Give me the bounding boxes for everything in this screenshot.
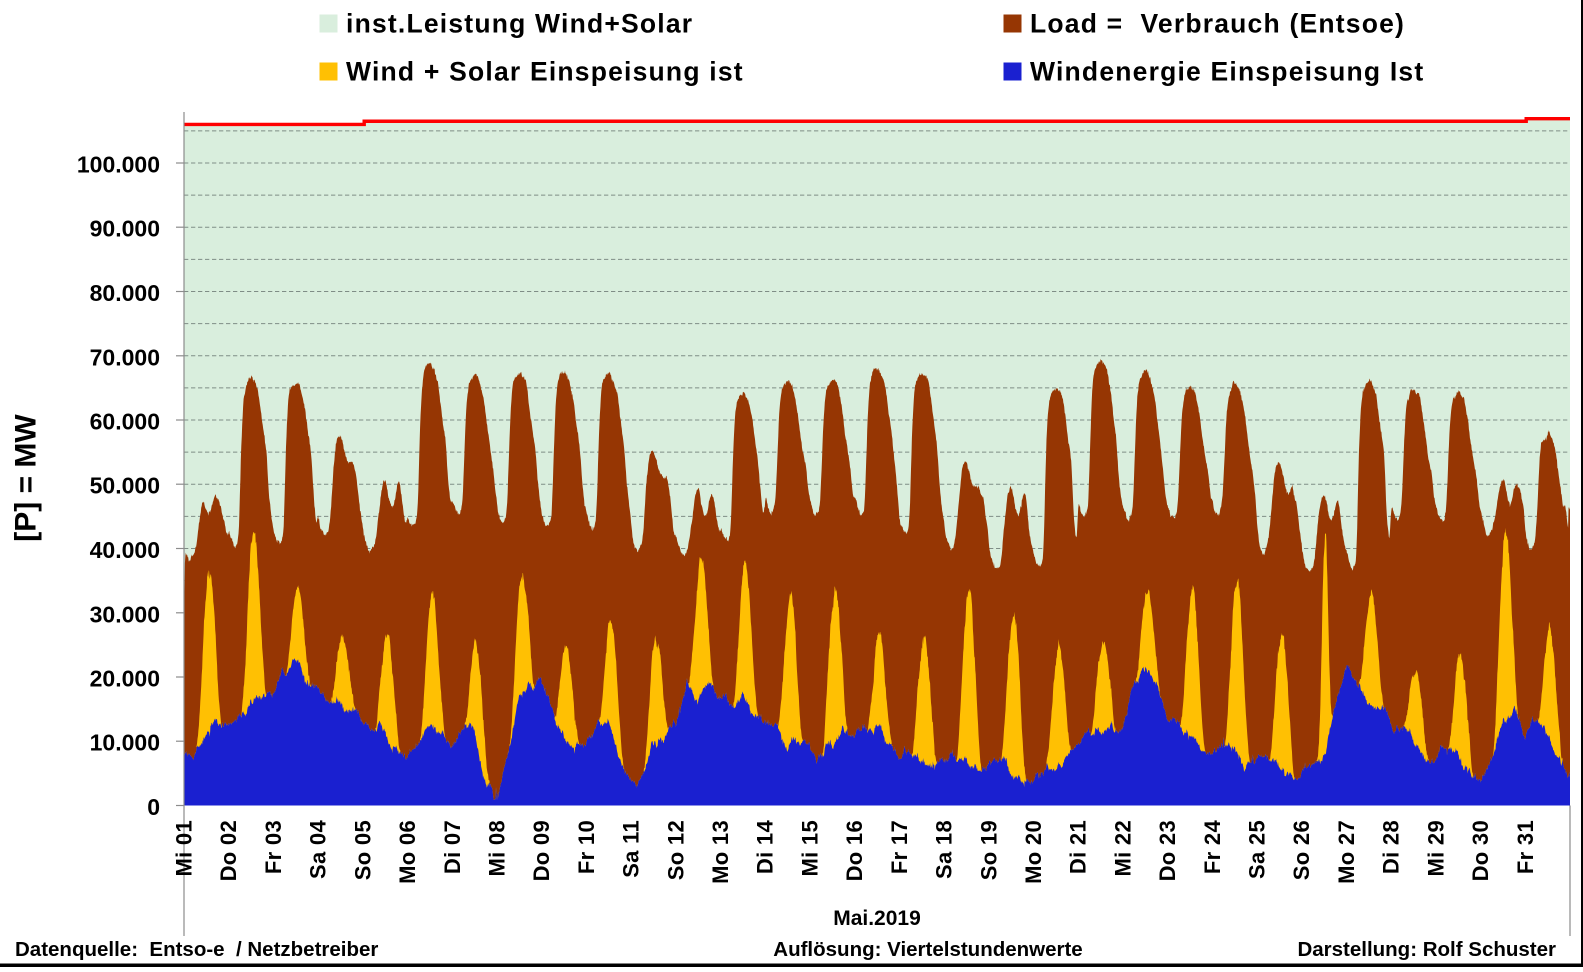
svg-text:[P] = MW: [P] = MW: [10, 414, 43, 542]
svg-text:So 05: So 05: [350, 820, 375, 880]
svg-text:Di 07: Di 07: [440, 820, 465, 874]
svg-text:Mi 15: Mi 15: [797, 820, 822, 877]
svg-text:Sa 04: Sa 04: [306, 820, 331, 879]
svg-text:Di 21: Di 21: [1066, 820, 1091, 874]
svg-text:Do 30: Do 30: [1468, 820, 1493, 881]
svg-text:Mo 20: Mo 20: [1021, 820, 1046, 884]
svg-text:Do 02: Do 02: [216, 820, 241, 881]
svg-text:70.000: 70.000: [90, 344, 160, 370]
svg-text:Fr 31: Fr 31: [1513, 820, 1538, 874]
svg-text:90.000: 90.000: [90, 216, 160, 242]
svg-text:50.000: 50.000: [90, 473, 160, 499]
svg-text:So 19: So 19: [976, 820, 1001, 880]
svg-text:40.000: 40.000: [90, 537, 160, 563]
svg-text:Mi 22: Mi 22: [1110, 820, 1135, 877]
svg-text:Wind + Solar Einspeisung ist: Wind + Solar Einspeisung ist: [346, 57, 744, 87]
svg-text:0: 0: [147, 794, 160, 820]
svg-text:So 12: So 12: [663, 820, 688, 880]
svg-text:60.000: 60.000: [90, 409, 160, 435]
svg-text:Mi 01: Mi 01: [172, 820, 197, 877]
svg-text:Do 23: Do 23: [1155, 820, 1180, 881]
svg-text:Windenergie Einspeisung Ist: Windenergie Einspeisung Ist: [1030, 57, 1424, 87]
svg-text:10.000: 10.000: [90, 730, 160, 756]
svg-text:Sa 11: Sa 11: [619, 820, 644, 878]
svg-text:Fr 17: Fr 17: [887, 820, 912, 874]
svg-text:20.000: 20.000: [90, 666, 160, 692]
svg-text:Datenquelle: Entso-e / Netzb: Datenquelle: Entso-e / Netzbetreiber: [15, 938, 378, 961]
svg-text:Auflösung: Viertelstundenwerte: Auflösung: Viertelstundenwerte: [773, 938, 1082, 961]
svg-text:Di 14: Di 14: [753, 820, 778, 875]
svg-text:Sa 25: Sa 25: [1245, 820, 1270, 879]
svg-text:Mai.2019: Mai.2019: [833, 907, 921, 930]
svg-text:Mo 13: Mo 13: [708, 820, 733, 884]
svg-text:30.000: 30.000: [90, 601, 160, 627]
svg-text:Fr 24: Fr 24: [1200, 820, 1225, 875]
svg-text:Do 16: Do 16: [842, 820, 867, 881]
svg-text:Fr 03: Fr 03: [261, 820, 286, 874]
svg-text:Sa 18: Sa 18: [932, 820, 957, 879]
svg-text:Mo 27: Mo 27: [1334, 820, 1359, 884]
svg-text:Load = Verbrauch (Entsoe): Load = Verbrauch (Entsoe): [1030, 9, 1405, 39]
svg-text:Mi 29: Mi 29: [1423, 820, 1448, 877]
svg-text:100.000: 100.000: [77, 152, 160, 178]
svg-text:Mo 06: Mo 06: [395, 820, 420, 884]
svg-text:Darstellung: Rolf Schuster: Darstellung: Rolf Schuster: [1297, 938, 1556, 961]
svg-text:So 26: So 26: [1289, 820, 1314, 880]
svg-text:inst.Leistung Wind+Solar: inst.Leistung Wind+Solar: [346, 9, 693, 39]
svg-text:Fr 10: Fr 10: [574, 820, 599, 874]
svg-text:Di 28: Di 28: [1379, 820, 1404, 874]
svg-text:80.000: 80.000: [90, 280, 160, 306]
svg-text:Mi 08: Mi 08: [485, 820, 510, 877]
svg-text:Do 09: Do 09: [529, 820, 554, 881]
